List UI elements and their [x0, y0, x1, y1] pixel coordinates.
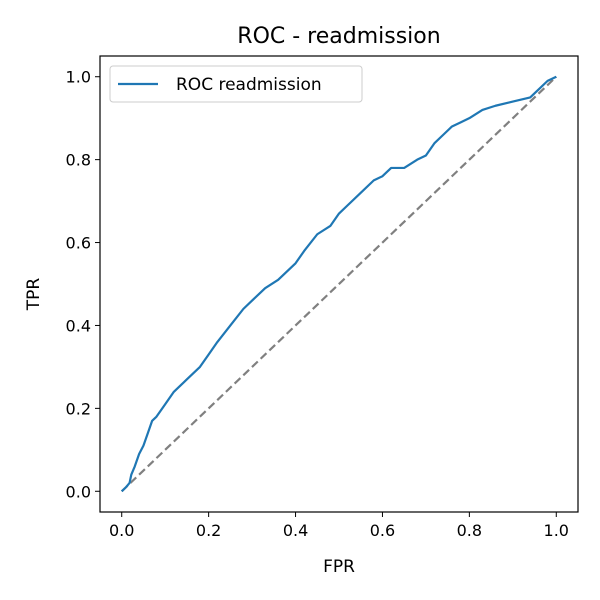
legend-label: ROC readmission — [176, 75, 322, 95]
x-axis-label: FPR — [323, 557, 355, 577]
y-tick-label: 0.6 — [66, 234, 91, 253]
x-tick-label: 0.6 — [370, 521, 395, 540]
x-tick-label: 0.2 — [196, 521, 221, 540]
roc-curve-line — [120, 75, 557, 493]
axes-frame — [99, 55, 579, 513]
legend: ROC readmission — [109, 65, 363, 103]
x-tick-label: 0.0 — [109, 521, 134, 540]
x-tick-label: 0.4 — [283, 521, 308, 540]
y-tick-label: 0.2 — [66, 399, 91, 418]
chance-diagonal-line — [120, 75, 558, 493]
plot-area: 0.0 0.2 0.4 0.6 0.8 1.0 0.0 0.2 0.4 0.6 0.8 1.0 — [66, 55, 579, 540]
y-tick-label: 0.8 — [66, 151, 91, 170]
y-tick-label: 0.4 — [66, 316, 91, 335]
y-tick-label: 0.0 — [66, 482, 91, 501]
legend-box — [109, 65, 363, 103]
x-tick-label: 1.0 — [544, 521, 569, 540]
chart-title: ROC - readmission — [237, 24, 440, 49]
y-axis-label: TPR — [24, 278, 44, 312]
y-tick-label: 1.0 — [66, 68, 91, 87]
x-tick-label: 0.8 — [457, 521, 482, 540]
